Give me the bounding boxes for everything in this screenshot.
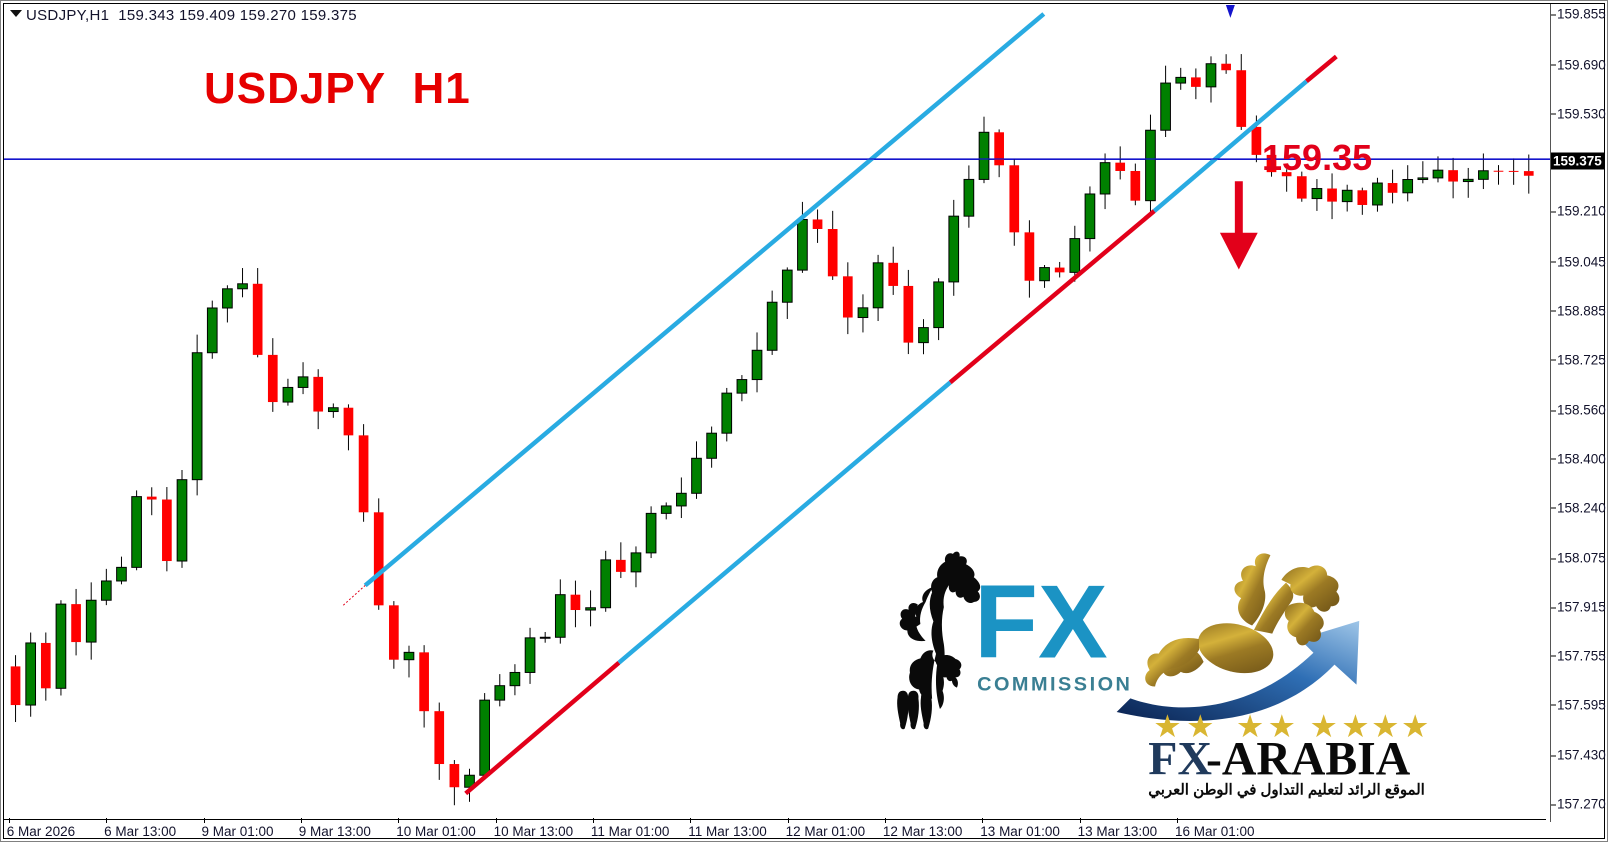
svg-text:-ARABIA: -ARABIA <box>1206 734 1411 786</box>
svg-text:الموقع الرائد لتعليم التداول ف: الموقع الرائد لتعليم التداول في الوطن ال… <box>1148 782 1425 799</box>
svg-text:FX: FX <box>1148 734 1212 786</box>
svg-text:COMMISSION: COMMISSION <box>977 673 1132 695</box>
svg-text:FX: FX <box>974 565 1108 681</box>
